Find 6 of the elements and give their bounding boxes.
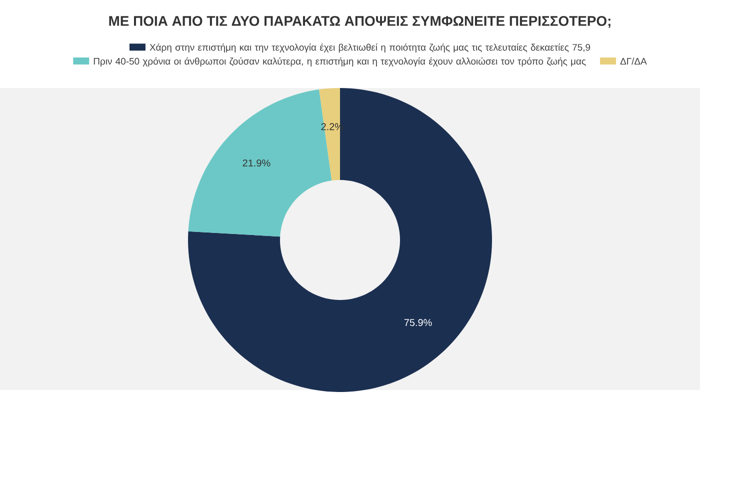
legend-label: Χάρη στην επιστήμη και την τεχνολογία έχει βελτιωθεί η ποιότητα ζωής μας τις τελευταίες δεκαετίες 75,9 — [150, 43, 590, 53]
data-label: 21.9% — [242, 159, 270, 167]
data-label: 75.9% — [404, 319, 432, 326]
legend-label: Πριν 40-50 χρόνια οι άνθρωποι ζούσαν καλύτερα, η επιστήμη και η τεχνολογία έχουν αλλοιώσει τον τρόπο ζωής μας — [94, 57, 586, 67]
chart-title: ΜΕ ΠΟΙΑ ΑΠΟ ΤΙΣ ΔΥΟ ΠΑΡΑΚΑΤΩ ΑΠΟΨΕΙΣ ΣΥΜΦΩΝΕΙΤΕ ΠΕΡΙΣΣΟΤΕΡΟ; — [109, 16, 610, 28]
legend-label: ΔΓ/ΔΑ — [620, 58, 647, 65]
